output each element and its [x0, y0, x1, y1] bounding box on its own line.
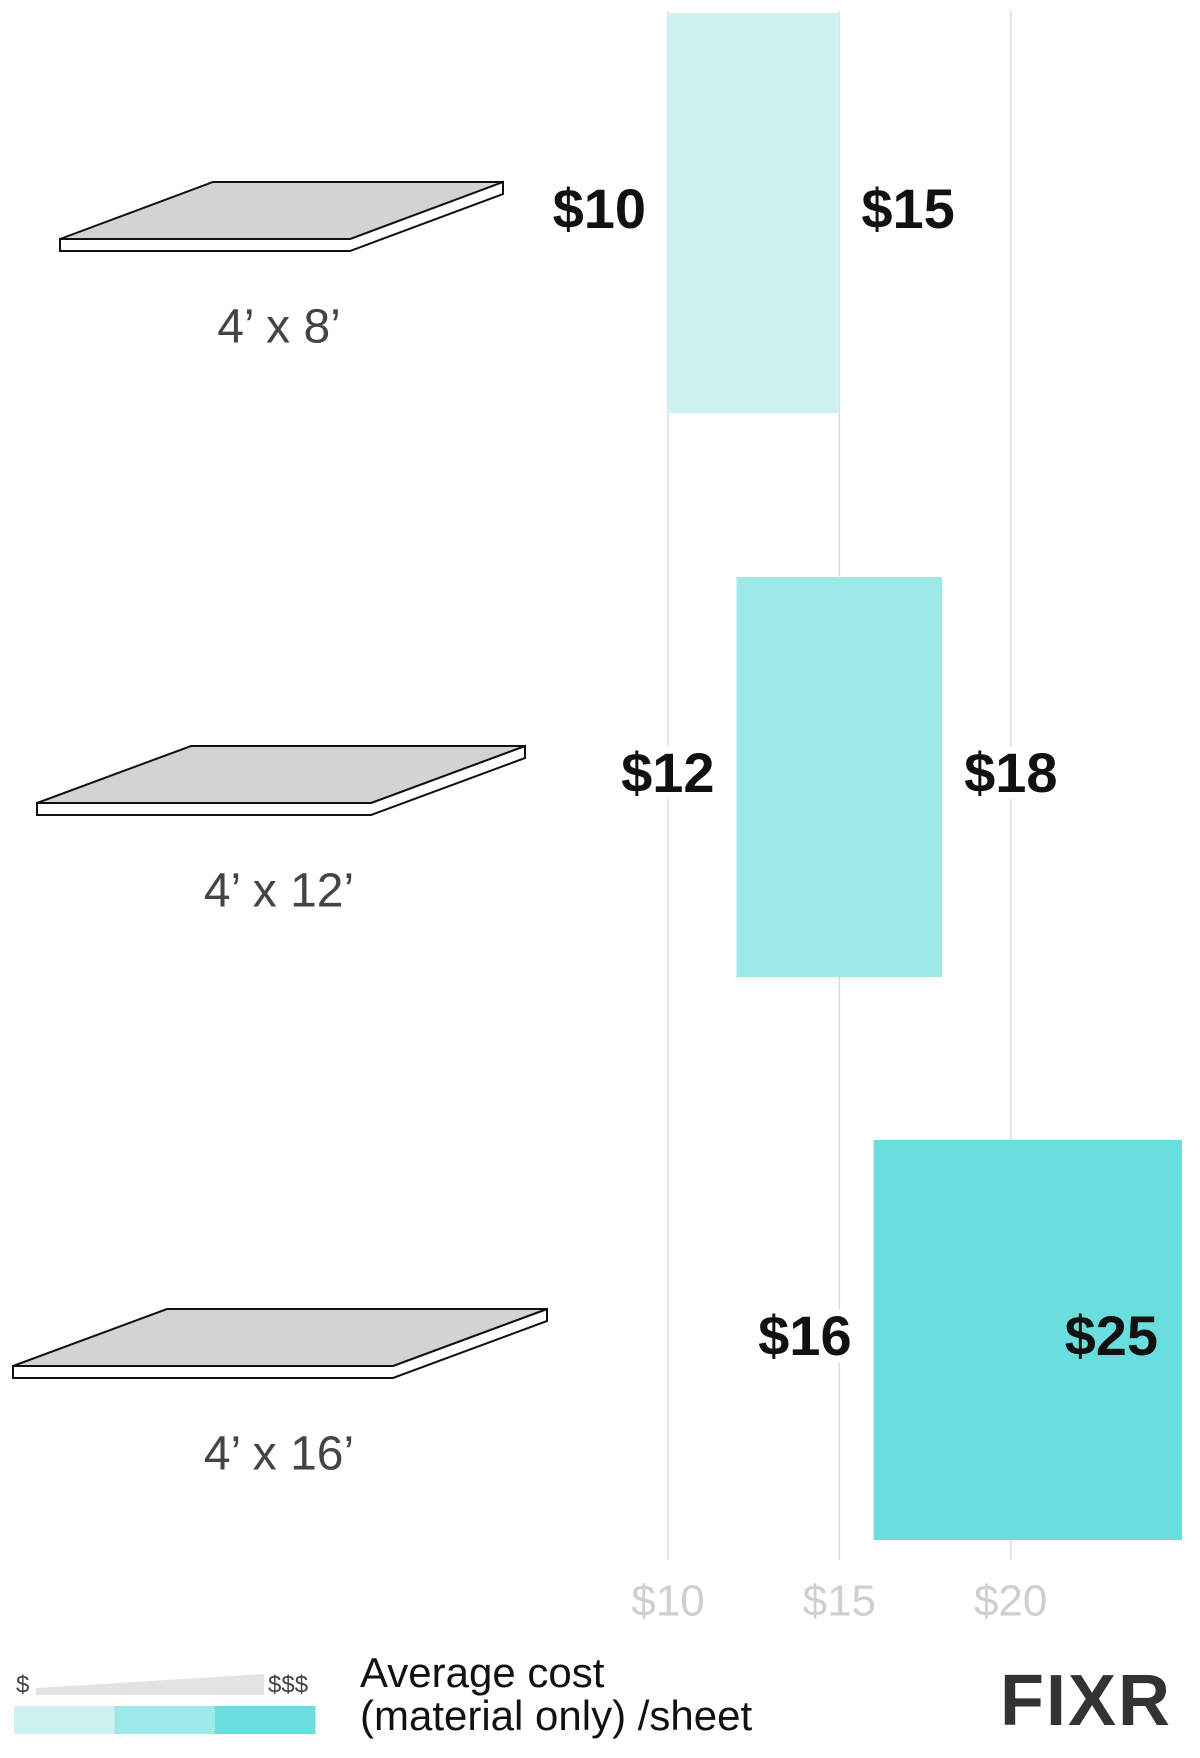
bar	[668, 13, 840, 413]
legend-swatch	[215, 1706, 316, 1734]
value-label: $16	[758, 1304, 851, 1367]
legend-swatch	[114, 1706, 215, 1734]
legend-low: $	[16, 1671, 29, 1698]
labels: $10 $15 $20 $10 $15 4’ x 8’ $12 $18 4’ x 12’ $16 $…	[204, 170, 1158, 1626]
legend: $ $$$ Average cost (material only) /shee…	[14, 1649, 752, 1739]
plot	[12, 13, 1182, 1540]
value-label: $25	[1065, 1304, 1158, 1367]
value-label: $12	[621, 741, 714, 804]
legend-title: Average cost	[360, 1649, 605, 1696]
value-label: $15	[861, 177, 954, 240]
bar	[873, 1140, 1182, 1540]
category-label: 4’ x 8’	[217, 301, 341, 354]
category-label: 4’ x 16’	[204, 1428, 354, 1481]
bar	[736, 577, 943, 977]
legend-scale	[14, 1706, 316, 1734]
category-label: 4’ x 12’	[204, 865, 354, 918]
logo: FIXR	[1000, 1661, 1172, 1741]
value-label: $18	[964, 741, 1057, 804]
x-tick-label: $20	[974, 1577, 1047, 1626]
sheet-top	[12, 1308, 548, 1367]
sheet-top	[59, 181, 504, 240]
legend-wedge	[36, 1674, 264, 1695]
x-tick-label: $10	[631, 1577, 704, 1626]
legend-high: $$$	[268, 1671, 308, 1698]
sheet-top	[36, 745, 526, 804]
value-label: $10	[553, 177, 646, 240]
legend-title: (material only) /sheet	[360, 1692, 752, 1739]
legend-swatch	[14, 1706, 115, 1734]
x-tick-label: $15	[803, 1577, 876, 1626]
